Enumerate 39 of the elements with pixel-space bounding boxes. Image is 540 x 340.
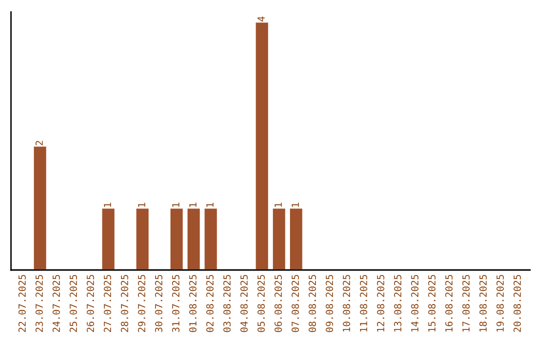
data-label: 4 [258,16,265,22]
x-tick-label: 09.08.2025 [326,274,334,332]
x-tick-label: 29.07.2025 [138,274,146,332]
x-tick-label: 05.08.2025 [257,274,265,332]
data-label: 1 [274,202,282,207]
x-tick-label: 25.07.2025 [70,274,78,332]
x-tick-label: 31.07.2025 [172,274,180,332]
x-tick-label: 06.08.2025 [274,274,282,332]
data-label: 1 [138,202,146,207]
x-tick-label: 12.08.2025 [376,274,384,332]
x-tick-label: 08.08.2025 [308,274,316,332]
data-label: 1 [104,202,112,207]
x-tick-label: 14.08.2025 [411,274,418,332]
x-tick-label: 13.08.2025 [394,274,402,332]
x-tick-label: 30.07.2025 [155,274,162,332]
x-tick-label: 03.08.2025 [223,274,231,332]
data-label: 2 [36,140,43,146]
x-tick-label: 10.08.2025 [342,274,350,332]
x-tick-label: 24.07.2025 [52,274,60,332]
x-tick-label: 18.08.2025 [479,274,487,332]
data-label: 1 [292,202,299,207]
data-label: 1 [172,202,180,207]
x-tick-label: 22.07.2025 [18,274,26,332]
data-label: 1 [206,202,214,207]
x-tick-label: 16.08.2025 [445,274,453,332]
data-label: 1 [189,202,196,207]
x-tick-label: 20.08.2025 [514,274,521,332]
x-tick-label: 02.08.2025 [206,274,214,332]
x-tick-label: 07.08.2025 [292,274,299,332]
x-tick-label: 26.07.2025 [86,274,94,332]
x-tick-label: 17.08.2025 [462,274,470,332]
x-tick-label: 15.08.2025 [428,274,436,332]
x-tick-label: 01.08.2025 [189,274,197,332]
x-tick-label: 11.08.2025 [360,274,368,332]
x-tick-label: 27.07.2025 [104,274,112,332]
x-tick-label: 19.08.2025 [496,274,504,332]
x-tick-label: 23.07.2025 [36,274,43,332]
x-tick-label: 28.07.2025 [120,274,128,332]
x-tick-label: 04.08.2025 [240,274,248,332]
